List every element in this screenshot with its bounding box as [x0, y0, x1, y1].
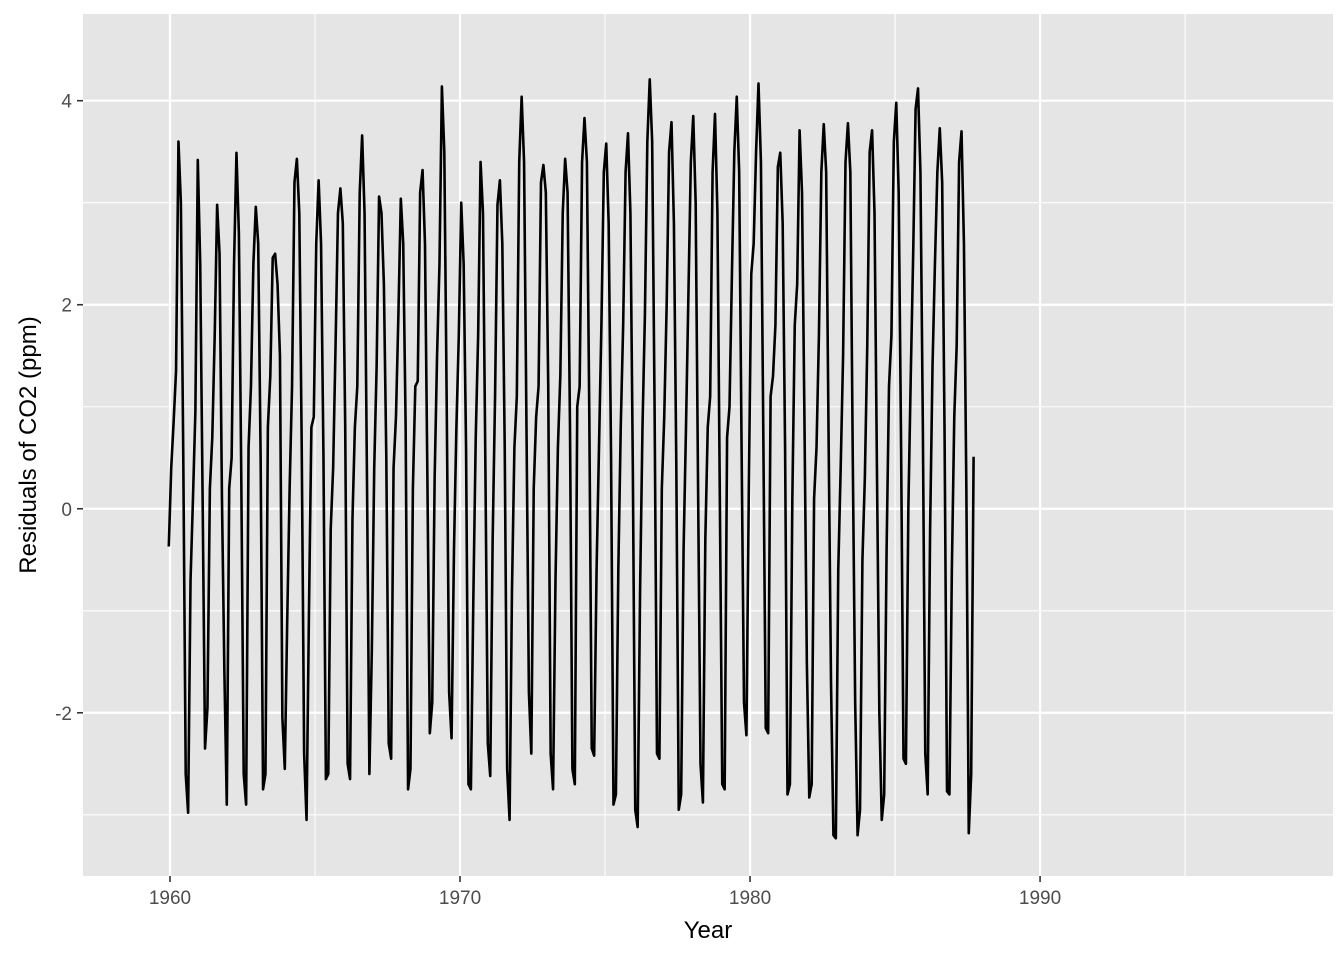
series-line-residuals — [167, 77, 975, 840]
x-tick-label: 1990 — [1019, 888, 1061, 909]
minor-gridlines — [83, 14, 1333, 876]
y-tick-label: 4 — [61, 92, 72, 113]
x-axis-title: Year — [684, 917, 733, 944]
x-tick-label: 1980 — [729, 888, 771, 909]
x-tick-label: 1960 — [149, 888, 191, 909]
x-axis-ticks: 1960 1970 1980 1990 — [149, 876, 1061, 909]
y-tick-label: -2 — [55, 704, 72, 725]
y-axis-ticks: -2 0 2 4 — [55, 92, 83, 725]
x-tick-label: 1970 — [439, 888, 481, 909]
y-axis-title: Residuals of CO2 (ppm) — [15, 316, 42, 573]
y-tick-label: 2 — [61, 296, 72, 317]
y-tick-label: 0 — [61, 500, 72, 521]
